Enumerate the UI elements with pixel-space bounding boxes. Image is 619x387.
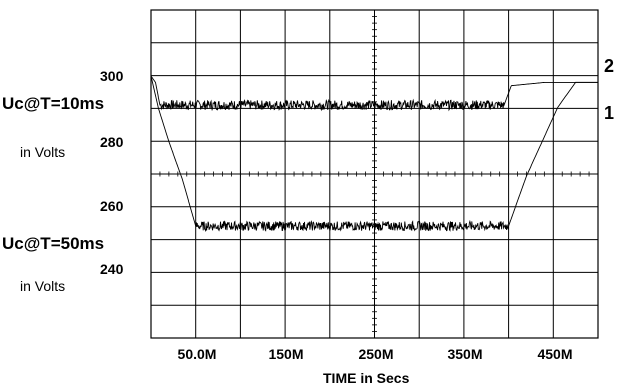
upper-axis-unit: in Volts — [20, 144, 66, 160]
traces — [150, 75, 598, 233]
lower-axis-unit: in Volts — [20, 278, 66, 294]
y-tick-300: 300 — [100, 68, 124, 84]
x-tick-50m: 50.0M — [177, 346, 217, 362]
lower-axis-label: Uc@T=50ms — [2, 234, 105, 253]
upper-axis-label: Uc@T=10ms — [2, 94, 105, 113]
trace-label-2: 2 — [604, 56, 615, 76]
grid — [150, 9, 599, 339]
y-tick-260: 260 — [100, 198, 124, 214]
series-line-1 — [150, 75, 598, 112]
x-tick-150m: 150M — [268, 346, 304, 362]
x-tick-350m: 350M — [447, 346, 483, 362]
x-tick-250m: 250M — [358, 346, 394, 362]
trace-label-1: 1 — [604, 103, 615, 123]
series-line-2 — [150, 75, 598, 233]
x-tick-450m: 450M — [537, 346, 573, 362]
x-axis-label: TIME in Secs — [323, 370, 410, 386]
y-tick-240: 240 — [100, 261, 124, 277]
y-tick-280: 280 — [100, 134, 124, 150]
